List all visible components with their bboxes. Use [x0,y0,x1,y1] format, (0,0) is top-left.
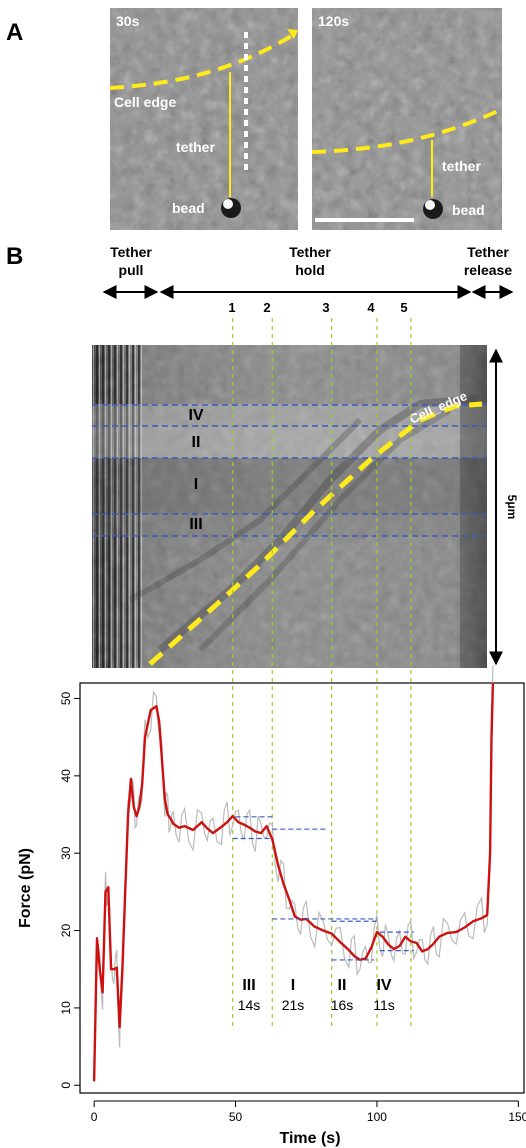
x-tick-label-150: 150 [508,1110,526,1124]
plot-duration-iii: 14s [238,997,261,1013]
x-tick-label-100: 100 [367,1110,387,1124]
micrograph-120s: 120s tether bead [311,8,502,230]
plot-frame [79,682,525,1094]
x-axis-label: Time (s) [279,1130,340,1147]
plot-region-i: I [291,977,295,994]
cell-edge-line [109,30,300,90]
phase-hold-line2: hold [295,262,325,278]
plot-duration-iv: 11s [373,997,395,1013]
phase-pull-line1: Tether [110,244,152,260]
label-120s: 120s [318,13,349,29]
raw-force-trace [93,665,494,1073]
plot-region-iii: III [242,977,255,994]
label-cell-edge: Cell edge [114,94,176,110]
y-tick-label-0: 0 [59,1082,73,1089]
panel-b-letter: B [6,243,23,270]
force-line [92,682,495,1082]
kymograph: IV II I III Cell_edge 5μm [92,345,519,668]
plot-duration-ii: 16s [331,997,354,1013]
label-tether-left: tether [176,139,215,155]
kymo-region-ii: II [192,434,201,451]
plot-region-ii: II [338,977,347,994]
x-tick-label-0: 0 [91,1110,98,1124]
label-tether-right: tether [442,158,481,174]
y-tick-label-40: 40 [59,769,73,783]
label-bead-right: bead [452,202,485,218]
phase-headers: Tether pull Tether hold Tether release 1… [102,244,514,315]
event-number-1: 1 [228,300,235,315]
y-tick-label-20: 20 [59,924,73,938]
plot-region-iv: IV [376,977,391,994]
phase-hold-line1: Tether [289,244,331,260]
micrograph-30s: 30s Cell edge tether bead [109,8,300,230]
kymo-scale-label: 5μm [505,495,519,520]
kymo-edge-line [148,401,483,666]
plot-duration-i: 21s [282,997,305,1013]
label-30s: 30s [116,13,140,29]
event-number-3: 3 [322,300,329,315]
kymo-region-iii: III [189,516,202,533]
x-tick-label-50: 50 [229,1110,243,1124]
kymo-region-i: I [194,476,198,493]
y-axis-label: Force (pN) [17,848,34,928]
cell-edge-line-120s [311,108,501,154]
phase-pull-line2: pull [119,262,144,278]
phase-release-line2: release [464,262,512,278]
y-tick-label-10: 10 [59,1001,73,1015]
event-number-4: 4 [367,300,375,315]
y-tick-label-50: 50 [59,691,73,705]
kymo-region-iv: IV [188,407,203,424]
force-plot [74,318,525,1107]
phase-release-line1: Tether [467,244,509,260]
label-bead-left: bead [172,200,205,216]
panel-a-letter: A [6,19,23,46]
y-tick-label-30: 30 [59,846,73,860]
event-number-2: 2 [263,300,270,315]
event-number-5: 5 [400,300,407,315]
